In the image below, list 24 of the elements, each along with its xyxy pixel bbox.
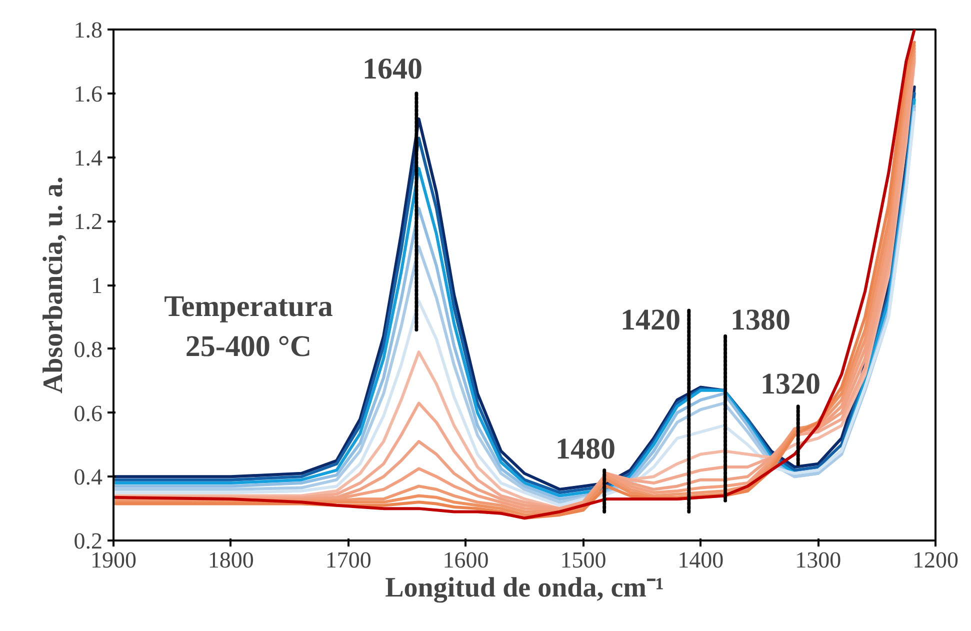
x-tick-label: 1200 <box>912 548 958 572</box>
annotation: 1380 <box>730 304 790 336</box>
y-tick-label: 0.6 <box>74 400 102 426</box>
x-tick-label: 1400 <box>678 548 724 572</box>
annotation: 1480 <box>556 432 616 466</box>
x-axis-title: Longitud de onda, cm⁻¹ <box>385 572 664 604</box>
annotation: 1640 <box>362 52 422 86</box>
x-tick-label: 1500 <box>560 548 606 572</box>
y-tick-label: 1.6 <box>74 81 102 106</box>
annotation: 1320 <box>760 368 820 400</box>
x-tick-label: 1800 <box>208 548 254 572</box>
y-tick-label: 1.8 <box>74 18 102 42</box>
y-tick-label: 1.2 <box>74 209 102 234</box>
x-tick-label: 1600 <box>442 548 489 572</box>
annotation: 1420 <box>620 304 680 336</box>
x-tick-label: 1300 <box>795 548 842 572</box>
annotation: 25-400 °C <box>185 330 312 363</box>
y-tick-label: 1 <box>91 273 102 298</box>
y-tick-label: 0.8 <box>74 336 102 362</box>
annotation: Temperatura <box>164 290 333 323</box>
y-tick-label: 0.4 <box>74 464 103 490</box>
y-axis-title: Absorbancia, u. a. <box>38 176 69 394</box>
y-tick-label: 1.4 <box>74 145 103 170</box>
x-tick-label: 1700 <box>325 548 372 572</box>
